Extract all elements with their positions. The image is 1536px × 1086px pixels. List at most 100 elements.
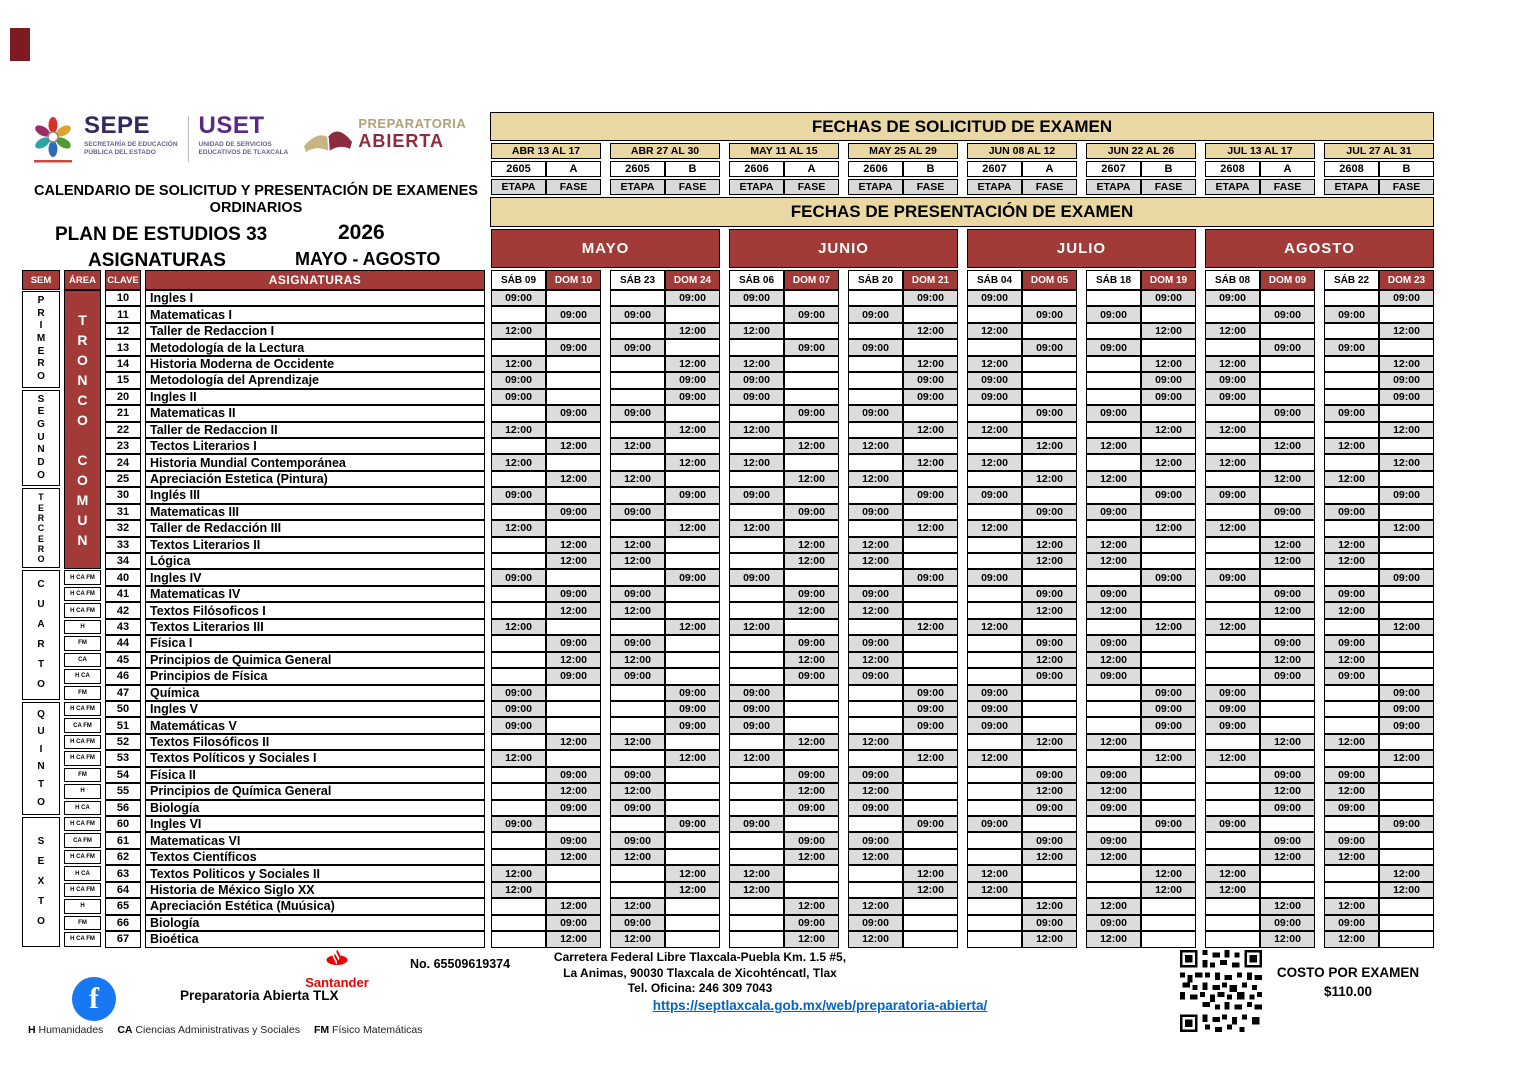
exam-time-cell [1260,372,1315,389]
exam-time-cell: 12:00 [784,553,839,570]
exam-time-cell: 09:00 [1379,717,1434,734]
clave-cell: 51 [105,717,141,734]
area-code-cell: H CA FM [64,570,101,585]
exam-time-cell: 09:00 [1022,585,1077,603]
exam-time-cell: 12:00 [665,881,720,899]
solicitud-range: ABR 13 AL 17 [491,143,601,159]
exam-time-cell: 12:00 [546,898,601,915]
exam-time-cell [967,914,1022,932]
exam-time-cell: 12:00 [967,881,1022,899]
exam-time-cell: 12:00 [848,848,903,866]
exam-time-cell: 09:00 [1141,290,1196,307]
subject-cell: Textos Filosóficos II [145,733,485,751]
exam-time-cell [1205,783,1260,800]
exam-time-cell: 12:00 [610,536,665,553]
exam-time-cell: 12:00 [1022,470,1077,488]
exam-time-cell: 09:00 [546,339,601,356]
exam-time-cell: 12:00 [1022,553,1077,570]
exam-time-cell: 09:00 [1260,339,1315,356]
exam-time-cell [784,684,839,701]
exam-time-cell [491,585,546,603]
exam-time-cell: 12:00 [848,470,903,488]
exam-time-cell [1141,602,1196,619]
exam-time-cell: 09:00 [967,717,1022,734]
solicitud-range: MAY 11 AL 15 [729,143,839,159]
exam-time-cell: 09:00 [491,487,546,504]
exam-time-cell: 12:00 [546,651,601,669]
exam-time-cell [1260,700,1315,718]
exam-time-cell [1324,816,1379,833]
exam-time-cell [1324,684,1379,701]
exam-time-cell: 12:00 [546,536,601,553]
santander-flame-icon [326,949,348,965]
exam-time-cell [967,783,1022,800]
address-block: Carretera Federal Libre Tlaxcala-Puebla … [440,950,960,997]
website-link[interactable]: https://septlaxcala.gob.mx/web/preparato… [652,998,988,1013]
clave-cell: 54 [105,766,141,784]
exam-time-cell [729,536,784,553]
exam-time-cell: 09:00 [848,405,903,422]
solicitud-slot: MAY 11 AL 15 [729,143,839,159]
exam-time-cell: 09:00 [1141,816,1196,833]
exam-time-cell [1141,766,1196,784]
exam-time-cell: 09:00 [1086,832,1141,849]
subject-cell: Textos Literarios II [145,536,485,553]
exam-cost: COSTO POR EXAMEN $110.00 [1276,965,1420,999]
exam-time-cell: 09:00 [784,799,839,816]
clave-cell: 20 [105,388,141,406]
fase-label: FASE [665,179,720,195]
exam-time-cell [967,553,1022,570]
subject-cell: Textos Políticos y Sociales I [145,750,485,767]
day-header-dom: DOM 23 [1379,270,1434,290]
exam-time-cell: 12:00 [491,618,546,636]
exam-time-cell: 12:00 [491,421,546,438]
day-header-sab: SÁB 22 [1324,270,1379,290]
exam-time-cell [491,832,546,849]
exam-time-cell [848,684,903,701]
exam-time-cell [665,585,720,603]
exam-time-cell [848,881,903,899]
subject-cell: Tectos Literarios I [145,437,485,455]
exam-time-cell [665,651,720,669]
exam-time-cell [967,799,1022,816]
exam-time-cell: 09:00 [665,290,720,307]
exam-time-cell [967,437,1022,455]
exam-time-cell [1022,717,1077,734]
exam-time-cell: 12:00 [1022,783,1077,800]
exam-time-cell [1205,503,1260,521]
exam-time-cell [903,766,958,784]
exam-time-cell [848,865,903,882]
subject-cell: Textos Filósoficos I [145,602,485,619]
exam-time-cell [729,783,784,800]
exam-time-cell [665,914,720,932]
exam-time-cell [491,437,546,455]
exam-time-cell [1260,487,1315,504]
exam-time-cell: 12:00 [784,783,839,800]
exam-time-cell [1141,585,1196,603]
exam-time-cell [665,437,720,455]
exam-time-cell: 12:00 [491,865,546,882]
legend-code: CA [117,1024,133,1036]
etapa-fase-labels: ETAPA FASE [967,179,1077,195]
exam-time-cell [1205,585,1260,603]
exam-time-cell: 12:00 [1086,437,1141,455]
subject-cell: Biología [145,799,485,816]
exam-time-cell [1141,898,1196,915]
exam-time-cell: 12:00 [784,931,839,948]
clave-cell: 30 [105,487,141,504]
facebook-icon[interactable]: f [72,977,116,1021]
exam-time-cell [729,651,784,669]
exam-time-cell: 09:00 [1379,372,1434,389]
exam-time-cell [967,848,1022,866]
sepe-logo: SEPE [84,112,151,139]
exam-time-cell [665,733,720,751]
month-header: JULIO [967,229,1196,268]
exam-time-cell [1141,536,1196,553]
clave-cell: 15 [105,372,141,389]
exam-time-cell: 09:00 [1141,487,1196,504]
exam-time-cell: 12:00 [1260,437,1315,455]
exam-time-cell [1086,520,1141,537]
exam-time-cell [1086,750,1141,767]
exam-time-cell: 09:00 [610,405,665,422]
area-code-cell: H CA FM [64,882,101,898]
